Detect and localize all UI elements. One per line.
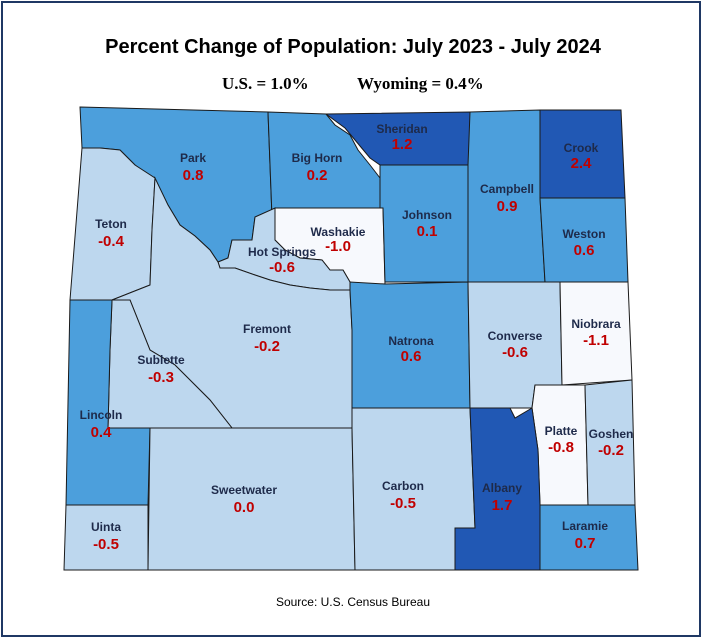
county-name-hot-springs: Hot Springs — [248, 245, 316, 259]
county-value-big-horn: 0.2 — [307, 167, 328, 184]
county-name-lincoln: Lincoln — [80, 408, 123, 422]
county-value-fremont: -0.2 — [254, 338, 280, 355]
county-value-sweetwater: 0.0 — [234, 499, 255, 516]
county-value-sublette: -0.3 — [148, 369, 174, 386]
county-value-lincoln: 0.4 — [91, 424, 113, 441]
county-value-sheridan: 1.2 — [392, 136, 413, 153]
county-name-carbon: Carbon — [382, 479, 424, 493]
county-value-crook: 2.4 — [571, 155, 593, 172]
county-value-park: 0.8 — [183, 167, 204, 184]
county-name-park: Park — [180, 151, 206, 165]
county-name-niobrara: Niobrara — [571, 317, 621, 331]
county-name-fremont: Fremont — [243, 322, 291, 336]
county-value-johnson: 0.1 — [417, 223, 438, 240]
county-name-albany: Albany — [482, 481, 522, 495]
county-name-johnson: Johnson — [402, 208, 452, 222]
county-value-campbell: 0.9 — [497, 198, 518, 215]
county-name-sweetwater: Sweetwater — [211, 483, 277, 497]
county-uinta — [63, 504, 149, 571]
county-campbell — [467, 109, 546, 283]
county-name-sublette: Sublette — [137, 353, 185, 367]
us-rate-label: U.S. = 1.0% — [222, 74, 309, 93]
county-name-weston: Weston — [562, 227, 605, 241]
county-name-goshen: Goshen — [589, 427, 634, 441]
county-name-teton: Teton — [95, 217, 127, 231]
county-value-albany: 1.7 — [492, 497, 513, 514]
county-value-weston: 0.6 — [574, 242, 595, 259]
source-note: Source: U.S. Census Bureau — [275, 595, 431, 609]
county-value-carbon: -0.5 — [390, 495, 416, 512]
county-value-washakie: -1.0 — [325, 238, 351, 255]
county-value-laramie: 0.7 — [575, 535, 596, 552]
county-laramie — [539, 504, 639, 571]
county-value-teton: -0.4 — [98, 233, 125, 250]
county-value-uinta: -0.5 — [93, 536, 119, 553]
county-name-big-horn: Big Horn — [292, 151, 343, 165]
county-name-sheridan: Sheridan — [376, 122, 427, 136]
county-name-platte: Platte — [545, 424, 578, 438]
county-value-natrona: 0.6 — [401, 348, 422, 365]
wyoming-rate-label: Wyoming = 0.4% — [357, 74, 484, 93]
county-value-hot-springs: -0.6 — [269, 259, 295, 276]
county-value-goshen: -0.2 — [598, 442, 624, 459]
county-name-natrona: Natrona — [388, 334, 434, 348]
county-name-converse: Converse — [488, 329, 543, 343]
county-name-laramie: Laramie — [562, 519, 608, 533]
county-name-uinta: Uinta — [91, 520, 121, 534]
county-value-platte: -0.8 — [548, 439, 574, 456]
map-title: Percent Change of Population: July 2023 … — [105, 36, 601, 58]
county-name-crook: Crook — [564, 141, 599, 155]
county-name-washakie: Washakie — [311, 225, 366, 239]
county-value-converse: -0.6 — [502, 344, 528, 361]
county-value-niobrara: -1.1 — [583, 332, 609, 349]
county-name-campbell: Campbell — [480, 182, 534, 196]
